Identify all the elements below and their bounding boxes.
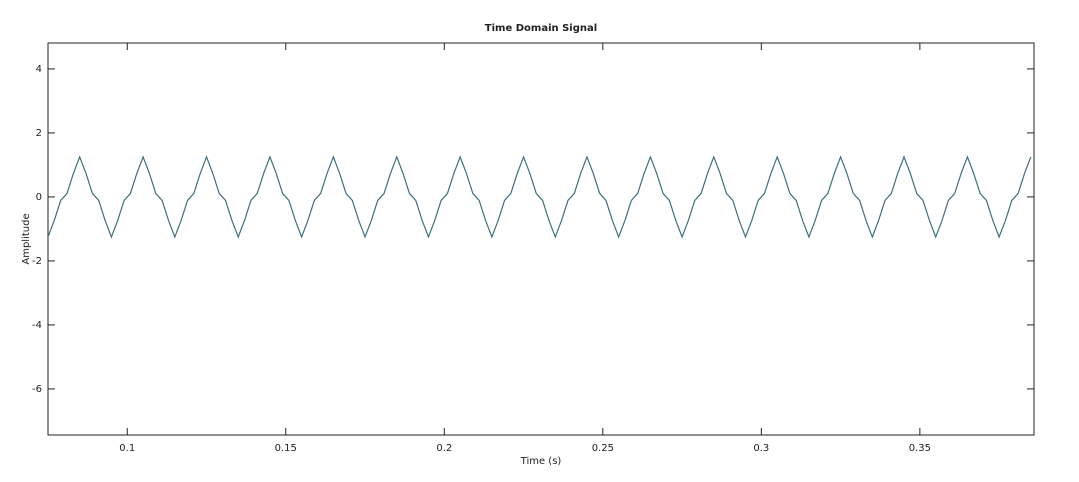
x-tick-label: 0.2: [436, 443, 452, 454]
x-axis-label: Time (s): [520, 456, 562, 467]
y-tick-label: 0: [36, 192, 42, 203]
x-tick-label: 0.1: [119, 443, 135, 454]
y-tick-label: 4: [36, 64, 42, 75]
y-tick-label: -4: [32, 320, 42, 331]
signal-line: [48, 155, 1032, 239]
x-tick-label: 0.3: [753, 443, 769, 454]
y-axis-label: Amplitude: [21, 213, 32, 264]
chart-title: Time Domain Signal: [485, 23, 597, 34]
x-tick-label: 0.15: [275, 443, 297, 454]
y-tick-label: -2: [32, 256, 42, 267]
x-tick-label: 0.25: [592, 443, 614, 454]
y-tick-label: 2: [36, 128, 42, 139]
y-tick-label: -6: [32, 384, 42, 395]
plot-frame: [47, 42, 1035, 436]
x-tick-label: 0.35: [909, 443, 931, 454]
